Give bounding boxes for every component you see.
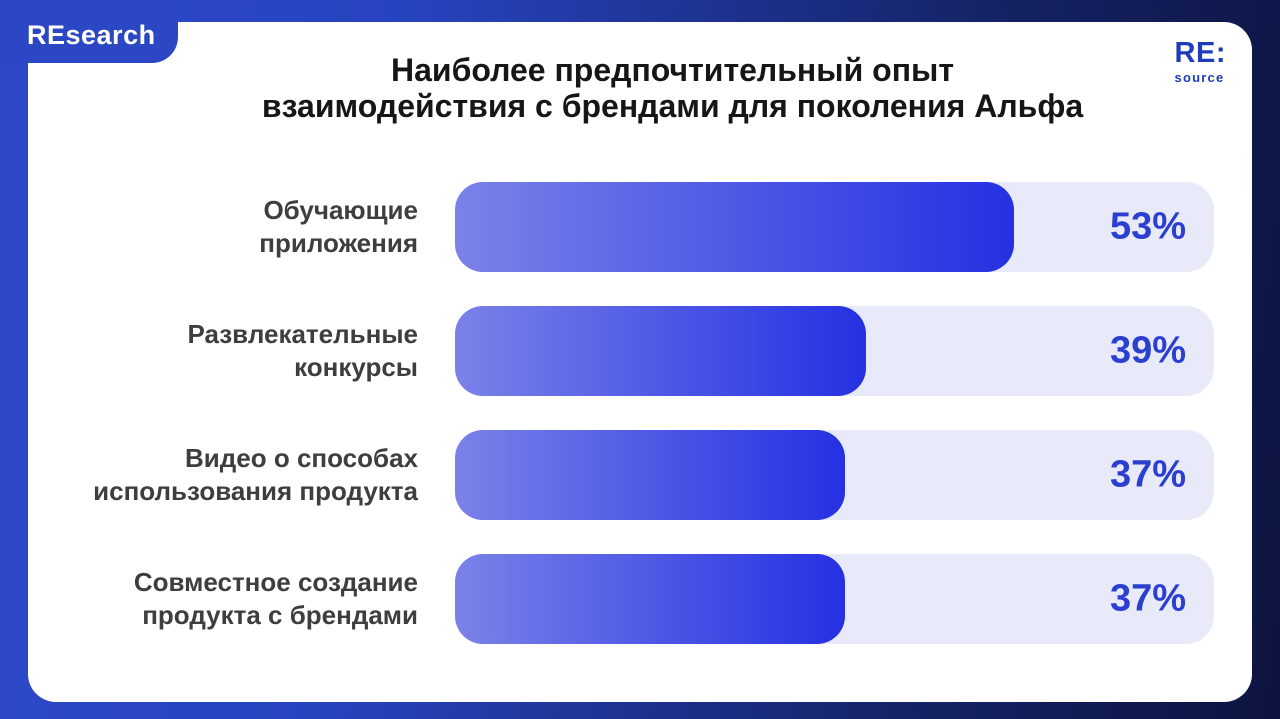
bar-category-label-line: Видео о способах — [185, 443, 418, 473]
chart-title: Наиболее предпочтительный опыт взаимодей… — [103, 52, 1242, 124]
bar-category-label-line: приложения — [259, 228, 418, 258]
logo-bottom-text: source — [1174, 70, 1225, 85]
bar-category-label-line: конкурсы — [294, 352, 418, 382]
brand-tab-label: REsearch — [27, 19, 156, 50]
bar-track: 37% — [455, 554, 1214, 644]
bar-category-label-line: Обучающие — [263, 195, 418, 225]
bar-track: 39% — [455, 306, 1214, 396]
chart-card: Наиболее предпочтительный опыт взаимодей… — [28, 22, 1252, 702]
bar-value-label: 39% — [1109, 329, 1186, 372]
bar-fill — [455, 306, 867, 396]
re-source-logo: RE: source — [1174, 37, 1226, 85]
brand-tab: REsearch — [0, 0, 178, 63]
bar-category-label: Видео о способах использования продукта — [88, 442, 418, 508]
bar-category-label-line: Развлекательные — [187, 319, 418, 349]
bar-value-label: 37% — [1109, 453, 1186, 496]
bar-row: Развлекательные конкурсы 39% — [88, 306, 1214, 396]
chart-title-line2: взаимодействия с брендами для поколения … — [261, 88, 1084, 124]
bar-category-label-line: продукта с брендами — [142, 600, 418, 630]
bar-track: 53% — [455, 182, 1214, 272]
bar-row: Видео о способах использования продукта … — [88, 430, 1214, 520]
bar-category-label: Развлекательные конкурсы — [88, 318, 418, 384]
bar-row: Совместное создание продукта с брендами … — [88, 554, 1214, 644]
bar-fill — [455, 182, 1014, 272]
bar-category-label: Совместное создание продукта с брендами — [88, 566, 418, 632]
bar-fill — [455, 554, 846, 644]
bar-fill — [455, 430, 846, 520]
chart-title-line1: Наиболее предпочтительный опыт — [390, 52, 955, 88]
bar-row: Обучающие приложения 53% — [88, 182, 1214, 272]
bar-category-label: Обучающие приложения — [88, 194, 418, 260]
bar-category-label-line: Совместное создание — [133, 567, 418, 597]
bar-track: 37% — [455, 430, 1214, 520]
logo-top-text: RE: — [1174, 37, 1226, 69]
bar-chart: Обучающие приложения 53% Развлекательные… — [88, 182, 1214, 678]
bar-value-label: 53% — [1109, 205, 1186, 248]
bar-category-label-line: использования продукта — [93, 476, 418, 506]
bar-value-label: 37% — [1109, 577, 1186, 620]
